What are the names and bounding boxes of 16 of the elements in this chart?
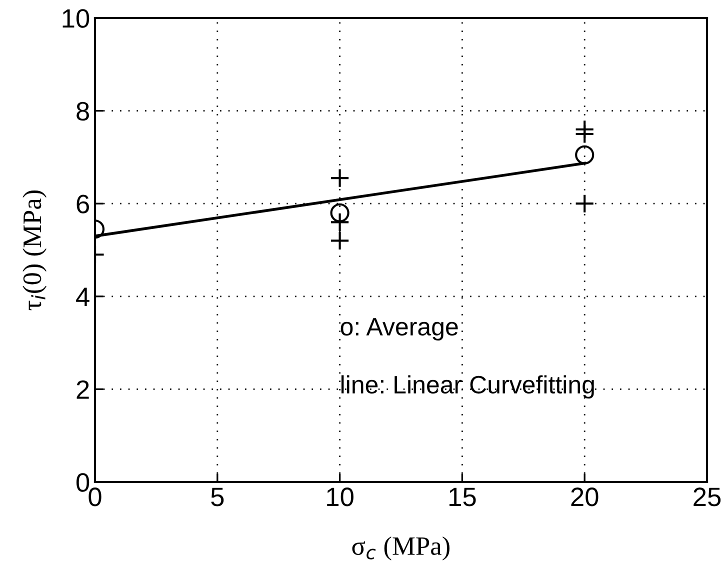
x-tick-label: 25 [694, 488, 721, 506]
x-tick-label: 20 [571, 488, 598, 506]
annotation: line: Linear Curvefitting [341, 375, 594, 399]
y-tick-label: 10 [62, 9, 90, 28]
x-tick-label: 10 [327, 488, 354, 506]
x-tick-label: 0 [88, 488, 102, 506]
x-tick-label: 5 [211, 488, 224, 506]
x-tick-label: 15 [450, 488, 476, 506]
x-axis-title: σ$_{c}$ (MPa) [352, 536, 450, 560]
y-tick-label: 4 [76, 288, 90, 306]
y-tick-label: 0 [76, 473, 90, 492]
y-tick-label: 6 [76, 194, 89, 214]
y-tick-label: 8 [76, 102, 89, 121]
annotation: o: Average [340, 318, 458, 341]
y-axis-title: τ$_{i}$(0) (MPa) [22, 190, 47, 310]
y-tick-label: 2 [76, 380, 89, 399]
